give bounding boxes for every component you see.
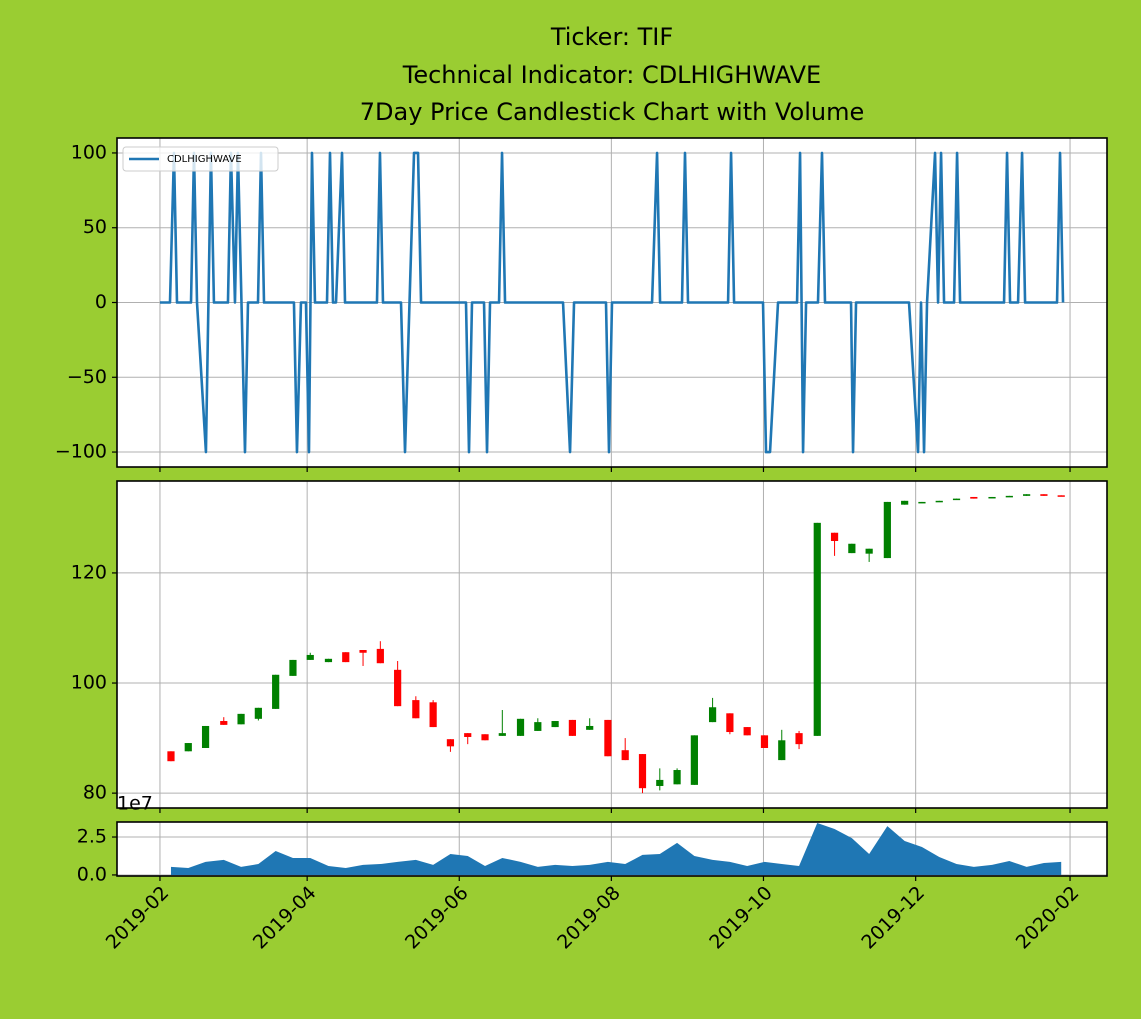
candle-body — [656, 779, 664, 786]
chart-title: Technical Indicator: CDLHIGHWAVE — [402, 61, 821, 89]
candle-body — [446, 739, 455, 747]
legend-box — [122, 146, 279, 172]
volume-area — [170, 823, 1062, 875]
candle-body — [970, 496, 978, 499]
candle-body — [306, 654, 314, 660]
candle-body — [481, 734, 489, 741]
candle-body — [516, 718, 525, 736]
candle-body — [778, 740, 786, 761]
candle-body — [1057, 495, 1065, 497]
candle-body — [743, 727, 751, 736]
candle-body — [760, 735, 769, 748]
candle-body — [1040, 494, 1048, 496]
candle-body — [184, 743, 192, 752]
chart-title: 7Day Price Candlestick Chart with Volume — [360, 98, 865, 126]
candle-body — [690, 735, 698, 785]
candle-body — [1023, 494, 1031, 496]
candle-body — [586, 725, 594, 730]
candle-body — [324, 658, 333, 663]
candle-body — [412, 700, 420, 719]
candle-body — [901, 500, 909, 505]
candle-body — [848, 543, 856, 554]
plot-background — [117, 481, 1107, 808]
candle-body — [865, 548, 873, 554]
y-tick-label: −100 — [55, 441, 107, 463]
candle-body — [551, 721, 559, 728]
y-tick-label: 2.5 — [77, 826, 107, 848]
candle-body — [272, 674, 280, 709]
y-tick-label: 0 — [95, 291, 107, 313]
y-tick-label: 100 — [71, 141, 107, 163]
candle-body — [1005, 495, 1013, 498]
y-tick-label: 0.0 — [77, 863, 107, 885]
candle-body — [726, 713, 734, 733]
candle-body — [237, 713, 245, 725]
y-tick-label: −50 — [67, 366, 107, 388]
candle-body — [376, 648, 384, 664]
candle-body — [220, 721, 228, 725]
candle-body — [935, 500, 943, 503]
plot-frame — [116, 821, 1108, 877]
candle-body — [988, 496, 996, 499]
candle-body — [167, 751, 175, 762]
y-tick-label: 80 — [83, 782, 107, 804]
candle-body — [289, 659, 297, 676]
candle-body — [621, 750, 629, 761]
candle-body — [673, 770, 681, 785]
candle-body — [568, 719, 577, 736]
plot-frame — [116, 137, 1108, 468]
candle-body — [795, 733, 803, 745]
line-series — [159, 151, 1065, 454]
candle-body — [952, 498, 961, 501]
plot-frame — [116, 480, 1108, 809]
axis-offset-label: 1e7 — [117, 793, 153, 815]
candle-body — [830, 532, 839, 542]
y-tick-label: 100 — [71, 672, 107, 694]
candle-body — [813, 522, 821, 736]
candle-body — [638, 754, 647, 789]
candle-body — [254, 707, 262, 719]
candle-body — [708, 707, 717, 723]
candle-body — [429, 702, 437, 728]
legend-label: CDLHIGHWAVE — [167, 154, 242, 165]
candle-body — [918, 501, 926, 504]
y-tick-label: 120 — [71, 561, 107, 583]
candle-body — [342, 652, 350, 663]
candle-body — [604, 719, 612, 757]
candle-body — [464, 733, 472, 737]
candle-body — [359, 650, 367, 653]
chart-title: Ticker: TIF — [550, 23, 673, 51]
candle-body — [883, 501, 891, 559]
y-tick-label: 50 — [83, 216, 107, 238]
candle-body — [394, 669, 402, 707]
candle-body — [498, 733, 506, 736]
candle-body — [534, 722, 542, 731]
candle-body — [201, 725, 210, 748]
